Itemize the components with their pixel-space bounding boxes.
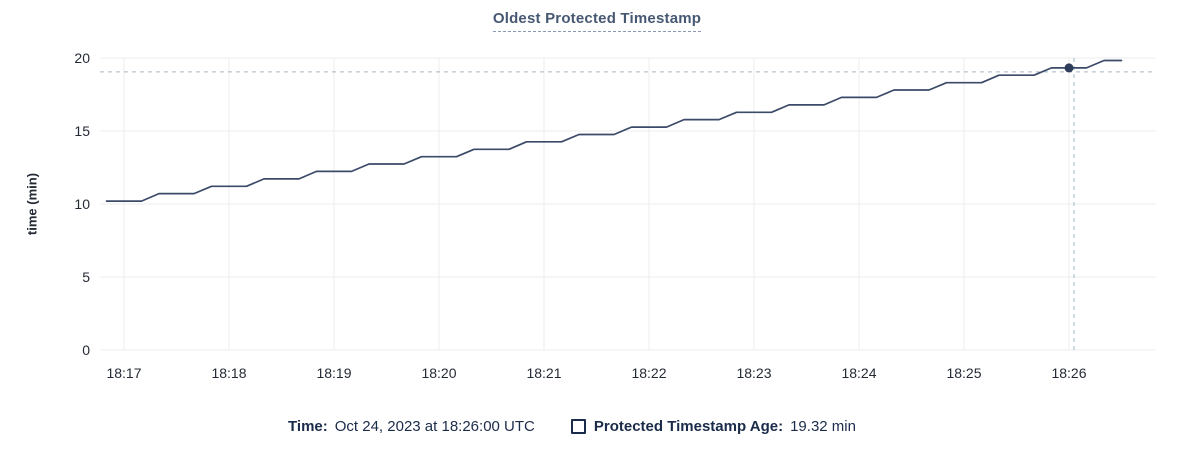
gridlines (100, 57, 1156, 351)
svg-text:5: 5 (82, 269, 90, 285)
svg-text:18:23: 18:23 (736, 365, 771, 381)
svg-text:15: 15 (74, 123, 90, 139)
axis-tick-labels: 0 5 10 15 20 18:17 18:18 18:19 18:20 18:21 18:22 18… (74, 50, 1086, 381)
series-value: 19.32 min (790, 418, 856, 435)
series-label: Protected Timestamp Age: (593, 418, 784, 435)
svg-text:18:20: 18:20 (421, 365, 456, 381)
svg-text:20: 20 (74, 50, 90, 66)
hover-crosshair (100, 58, 1156, 354)
svg-text:18:24: 18:24 (841, 365, 876, 381)
chart-header: Oldest Protected Timestamp (0, 10, 1194, 32)
svg-text:0: 0 (82, 342, 90, 358)
series-checkbox-icon[interactable] (570, 419, 586, 434)
chart-footer: Time: Oct 24, 2023 at 18:26:00 UTC Prote… (0, 418, 1194, 435)
svg-text:18:17: 18:17 (106, 365, 141, 381)
time-value: Oct 24, 2023 at 18:26:00 UTC (334, 418, 535, 435)
svg-text:18:22: 18:22 (631, 365, 666, 381)
svg-text:10: 10 (74, 196, 90, 212)
svg-text:18:19: 18:19 (316, 365, 351, 381)
chart-title[interactable]: Oldest Protected Timestamp (492, 10, 702, 32)
time-label: Time: (288, 418, 328, 435)
series-line (105, 59, 1123, 202)
hover-point-dot (1064, 63, 1074, 73)
svg-text:18:21: 18:21 (526, 365, 561, 381)
svg-text:18:25: 18:25 (946, 365, 981, 381)
svg-text:18:26: 18:26 (1051, 365, 1086, 381)
svg-text:18:18: 18:18 (211, 365, 246, 381)
chart-canvas[interactable]: 0 5 10 15 20 18:17 18:18 18:19 18:20 18:21 18:22 18… (0, 0, 1194, 400)
